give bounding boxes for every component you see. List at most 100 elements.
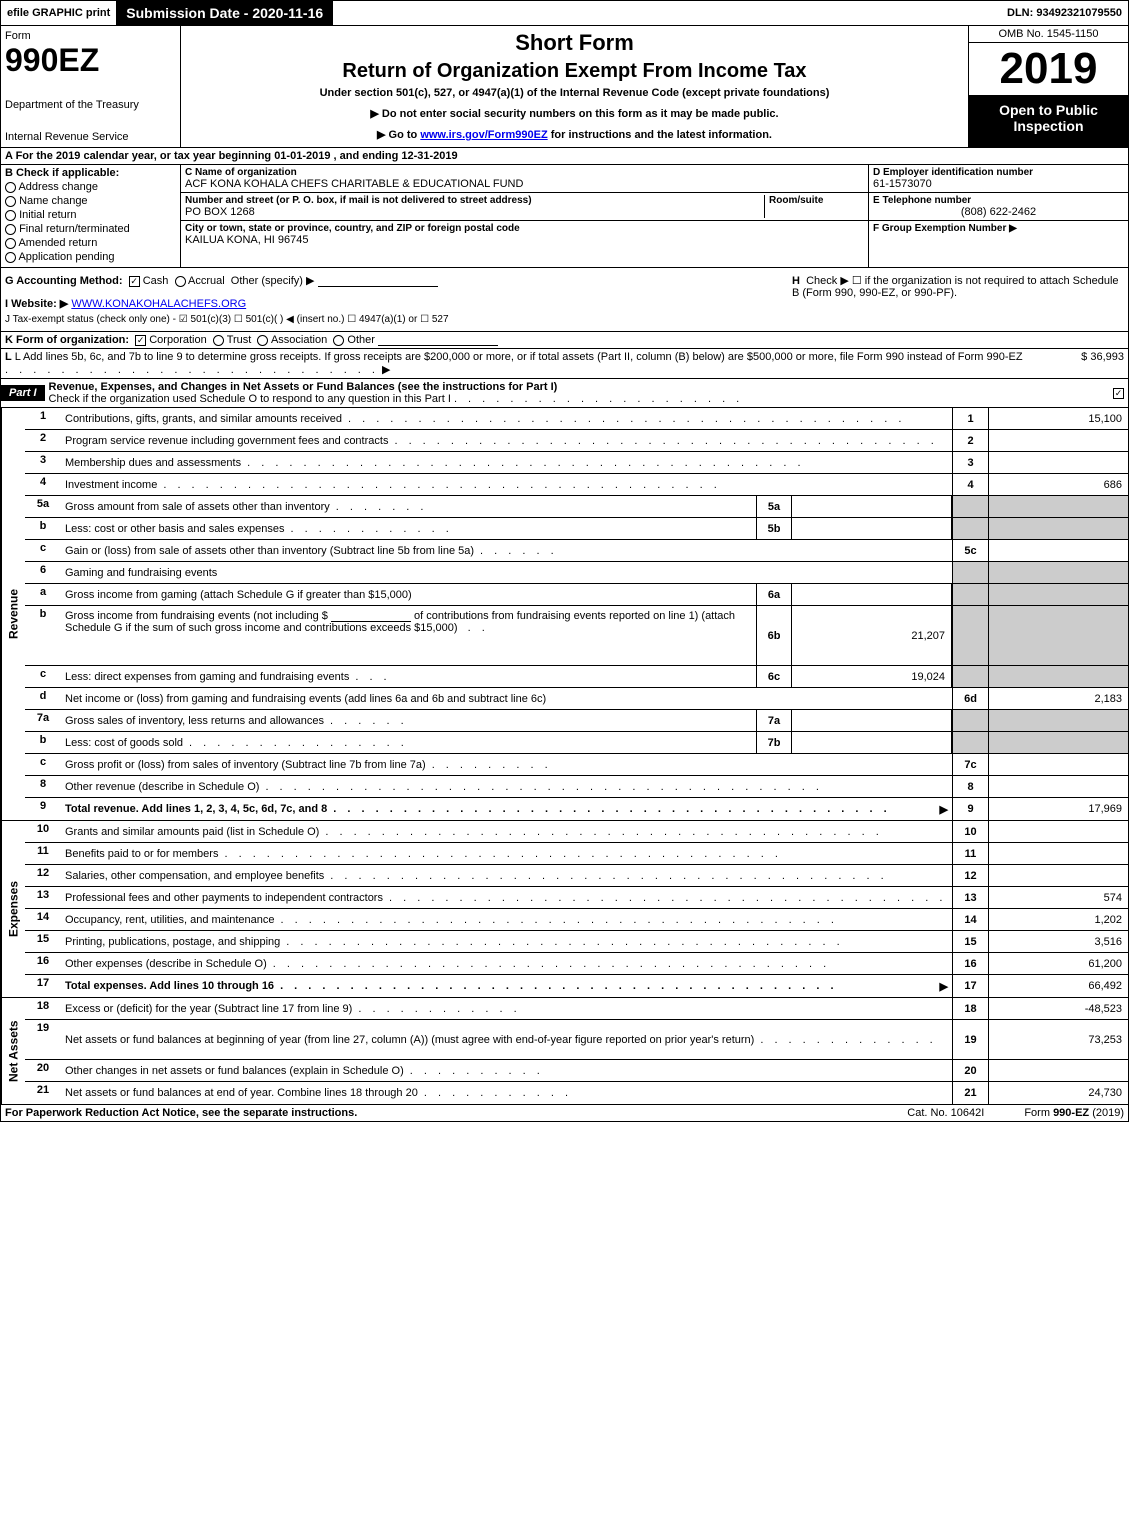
line-8: 8 Other revenue (describe in Schedule O)…: [25, 776, 1128, 798]
revenue-section: Revenue 1 Contributions, gifts, grants, …: [0, 408, 1129, 821]
header-center: Short Form Return of Organization Exempt…: [181, 26, 968, 147]
chk-initial-return[interactable]: Initial return: [5, 209, 176, 221]
line-17-val: 66,492: [988, 975, 1128, 997]
line-6c-box-grey: [952, 666, 988, 687]
line-10-num: 10: [25, 821, 61, 842]
dots-icon: . . . . . . . . . . . . . . . . . . . . …: [389, 892, 942, 904]
group-exemption-label: F Group Exemption Number ▶: [873, 223, 1124, 234]
k-label: K Form of organization:: [5, 334, 129, 346]
line-4-desc: Investment income: [65, 479, 157, 491]
phone-value: (808) 622-2462: [873, 206, 1124, 218]
line-15-num: 15: [25, 931, 61, 952]
chk-trust[interactable]: [213, 335, 224, 346]
line-12-num: 12: [25, 865, 61, 886]
line-16-box: 16: [952, 953, 988, 974]
chk-corporation[interactable]: [135, 335, 146, 346]
line-6b-desc-pre: Gross income from fundraising events (no…: [65, 610, 331, 622]
line-17: 17 Total expenses. Add lines 10 through …: [25, 975, 1128, 997]
website-link[interactable]: WWW.KONAKOHALACHEFS.ORG: [71, 298, 246, 310]
line-7a-sub: 7a: [756, 710, 792, 731]
line-5a-desc: Gross amount from sale of assets other t…: [65, 501, 330, 513]
line-14-desc: Occupancy, rent, utilities, and maintena…: [65, 914, 275, 926]
line-7c-val: [988, 754, 1128, 775]
line-10: 10 Grants and similar amounts paid (list…: [25, 821, 1128, 843]
line-6b-subval: 21,207: [792, 606, 952, 665]
line-6a: a Gross income from gaming (attach Sched…: [25, 584, 1128, 606]
line-6a-box-grey: [952, 584, 988, 605]
chk-final-return[interactable]: Final return/terminated: [5, 223, 176, 235]
line-20-desc: Other changes in net assets or fund bala…: [65, 1065, 404, 1077]
chk-application-pending[interactable]: Application pending: [5, 251, 176, 263]
line-6b-val-grey: [988, 606, 1128, 665]
chk-accrual[interactable]: [175, 276, 186, 287]
line-5b: b Less: cost or other basis and sales ex…: [25, 518, 1128, 540]
line-7a: 7a Gross sales of inventory, less return…: [25, 710, 1128, 732]
g-label: G Accounting Method:: [5, 275, 123, 287]
ein-value: 61-1573070: [873, 178, 1124, 190]
line-6b: b Gross income from fundraising events (…: [25, 606, 1128, 666]
revenue-lines: 1 Contributions, gifts, grants, and simi…: [25, 408, 1128, 820]
line-4: 4 Investment income. . . . . . . . . . .…: [25, 474, 1128, 496]
h-label: H: [792, 275, 800, 287]
tax-year: 2019: [969, 43, 1128, 96]
line-2-desc: Program service revenue including govern…: [65, 435, 388, 447]
line-6d-desc: Net income or (loss) from gaming and fun…: [65, 693, 546, 705]
chk-other-org[interactable]: [333, 335, 344, 346]
line-16: 16 Other expenses (describe in Schedule …: [25, 953, 1128, 975]
room-suite-label: Room/suite: [769, 195, 864, 206]
line-3-val: [988, 452, 1128, 473]
col-h: H Check ▶ ☐ if the organization is not r…: [788, 268, 1128, 331]
line-21-val: 24,730: [988, 1082, 1128, 1104]
other-label: Other (specify) ▶: [231, 275, 315, 287]
dots-icon: . . . . . . . . . . . . . . . . . . . . …: [333, 803, 933, 815]
irs-link[interactable]: www.irs.gov/Form990EZ: [420, 129, 547, 141]
line-6a-subval: [792, 584, 952, 605]
line-3-desc: Membership dues and assessments: [65, 457, 241, 469]
line-7a-desc: Gross sales of inventory, less returns a…: [65, 715, 324, 727]
dots-icon: . . . . . . . . . . . . . . . . . . . . …: [348, 413, 942, 425]
chk-address-change[interactable]: Address change: [5, 181, 176, 193]
line-8-num: 8: [25, 776, 61, 797]
line-6-box-grey: [952, 562, 988, 583]
chk-association[interactable]: [257, 335, 268, 346]
dots-icon: . . . . . . . . . . . . . . . . . . . . …: [163, 479, 942, 491]
org-name-row: C Name of organization ACF KONA KOHALA C…: [181, 165, 868, 193]
form-code: 990EZ: [5, 42, 176, 79]
cash-label: Cash: [143, 275, 169, 287]
net-assets-section: Net Assets 18 Excess or (deficit) for th…: [0, 998, 1129, 1105]
website-label: I Website: ▶: [5, 298, 68, 310]
chk-name-change[interactable]: Name change: [5, 195, 176, 207]
line-14: 14 Occupancy, rent, utilities, and maint…: [25, 909, 1128, 931]
chk-final-return-label: Final return/terminated: [19, 223, 130, 235]
line-20-val: [988, 1060, 1128, 1081]
footer-left: For Paperwork Reduction Act Notice, see …: [5, 1107, 907, 1119]
col-de: D Employer identification number 61-1573…: [868, 165, 1128, 267]
line-7b-box-grey: [952, 732, 988, 753]
dots-icon: . . . . . . . . . . . . . . . . . . . . …: [273, 958, 942, 970]
line-5c: c Gain or (loss) from sale of assets oth…: [25, 540, 1128, 562]
phone-row: E Telephone number (808) 622-2462: [869, 193, 1128, 221]
note-link: ▶ Go to www.irs.gov/Form990EZ for instru…: [185, 128, 964, 141]
ein-label: D Employer identification number: [873, 167, 1124, 178]
line-17-num: 17: [25, 975, 61, 997]
line-6: 6 Gaming and fundraising events: [25, 562, 1128, 584]
line-18-box: 18: [952, 998, 988, 1019]
dots-icon: . . . . . . . . . . . . . . . . . . . . …: [280, 980, 933, 992]
submission-date: Submission Date - 2020-11-16: [116, 1, 333, 25]
efile-label[interactable]: efile GRAPHIC print: [1, 5, 116, 21]
l-text: L Add lines 5b, 6c, and 7b to line 9 to …: [15, 351, 1023, 363]
line-13-val: 574: [988, 887, 1128, 908]
line-19-desc: Net assets or fund balances at beginning…: [65, 1034, 754, 1046]
chk-amended-return[interactable]: Amended return: [5, 237, 176, 249]
irs-label: Internal Revenue Service: [5, 131, 176, 143]
line-5a-num: 5a: [25, 496, 61, 517]
line-7b-sub: 7b: [756, 732, 792, 753]
line-18-desc: Excess or (deficit) for the year (Subtra…: [65, 1003, 352, 1015]
line-7a-num: 7a: [25, 710, 61, 731]
part-1-checkbox[interactable]: [1109, 385, 1128, 401]
line-19-val: 73,253: [988, 1020, 1128, 1059]
chk-cash[interactable]: [129, 276, 140, 287]
section-bce: B Check if applicable: Address change Na…: [0, 165, 1129, 268]
chk-application-pending-label: Application pending: [18, 251, 114, 263]
line-19-box: 19: [952, 1020, 988, 1059]
